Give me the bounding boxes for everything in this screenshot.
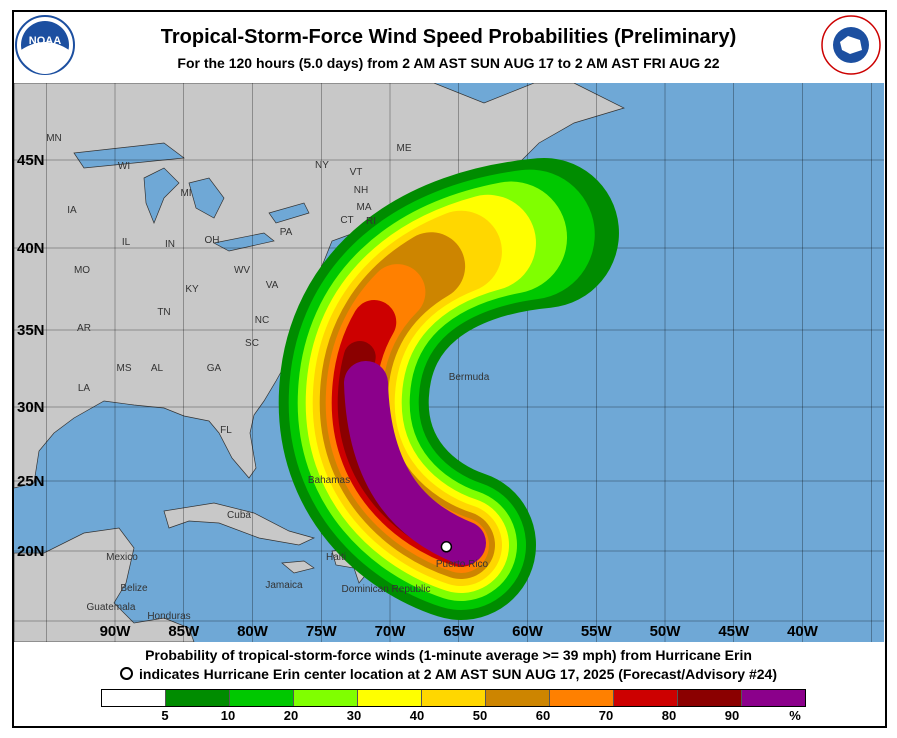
place-label: Haiti xyxy=(326,552,346,563)
state-label: MA xyxy=(357,202,372,213)
state-label: WV xyxy=(234,265,250,276)
figure-frame xyxy=(12,10,887,728)
noaa-logo: NOAA xyxy=(15,15,75,75)
color-swatch xyxy=(294,690,358,706)
state-label: NY xyxy=(315,160,329,171)
place-label: Bahamas xyxy=(308,475,350,486)
state-label: AL xyxy=(151,363,164,374)
longitude-label: 40W xyxy=(787,623,819,640)
longitude-label: 70W xyxy=(375,623,407,640)
state-label: PA xyxy=(280,227,293,238)
probability-map: MN WI MI IA IL IN OH PA NY VT NH ME MA CT RI MO KY WV VA TN… xyxy=(14,83,884,642)
state-label: NH xyxy=(354,185,368,196)
scale-tick-label: 70 xyxy=(598,708,614,723)
place-label: Mexico xyxy=(106,552,138,563)
place-label: Belize xyxy=(120,583,148,594)
latitude-label: 25N xyxy=(17,473,45,490)
longitude-label: 80W xyxy=(237,623,269,640)
place-label: Jamaica xyxy=(265,580,303,591)
color-swatch xyxy=(102,690,166,706)
place-label: Honduras xyxy=(147,611,190,622)
scale-tick-label: % xyxy=(789,708,801,723)
state-label: MN xyxy=(46,133,62,144)
scale-tick-label: 5 xyxy=(161,708,169,723)
longitude-label: 50W xyxy=(650,623,682,640)
scale-tick-label: 90 xyxy=(724,708,740,723)
scale-tick-label: 60 xyxy=(535,708,551,723)
caption-line-1: Probability of tropical-storm-force wind… xyxy=(145,647,752,663)
latitude-label: 40N xyxy=(17,240,45,257)
caption-line-2: indicates Hurricane Erin center location… xyxy=(0,666,897,682)
probability-swath xyxy=(278,158,619,620)
state-label: OH xyxy=(205,235,220,246)
scale-tick-label: 40 xyxy=(409,708,425,723)
color-swatch xyxy=(614,690,678,706)
scale-tick-label: 20 xyxy=(283,708,299,723)
latitude-label: 45N xyxy=(17,152,45,169)
scale-tick-label: 10 xyxy=(220,708,236,723)
state-label: IN xyxy=(165,239,175,250)
state-label: ME xyxy=(397,143,412,154)
caption-line-2-text: indicates Hurricane Erin center location… xyxy=(139,666,777,682)
longitude-label: 45W xyxy=(718,623,750,640)
probability-band xyxy=(344,361,486,565)
color-scale xyxy=(101,689,806,707)
state-label: AR xyxy=(77,323,91,334)
longitude-label: 90W xyxy=(100,623,132,640)
state-label: SC xyxy=(245,338,259,349)
state-label: VA xyxy=(266,280,279,291)
svg-text:NOAA: NOAA xyxy=(29,35,61,47)
color-swatch xyxy=(550,690,614,706)
color-swatch xyxy=(422,690,486,706)
state-label: IL xyxy=(122,237,131,248)
scale-tick-label: 50 xyxy=(472,708,488,723)
state-label: TN xyxy=(157,307,170,318)
state-label: VT xyxy=(350,167,363,178)
color-swatch xyxy=(230,690,294,706)
state-label: LA xyxy=(78,383,91,394)
map-subtitle: For the 120 hours (5.0 days) from 2 AM A… xyxy=(177,55,720,71)
longitude-label: 65W xyxy=(443,623,475,640)
color-swatch xyxy=(678,690,742,706)
place-label: Guatemala xyxy=(87,602,136,613)
state-label: FL xyxy=(220,425,232,436)
state-label: MI xyxy=(180,188,191,199)
color-swatch xyxy=(166,690,230,706)
latitude-label: 30N xyxy=(17,399,45,416)
state-label: GA xyxy=(207,363,222,374)
state-label: MO xyxy=(74,265,90,276)
state-label: MS xyxy=(117,363,132,374)
latitude-label: 20N xyxy=(17,543,45,560)
state-label: NC xyxy=(255,315,269,326)
storm-center-marker xyxy=(440,541,453,553)
scale-tick-label: 80 xyxy=(661,708,677,723)
nws-logo xyxy=(821,15,881,75)
place-label: Cuba xyxy=(227,510,251,521)
longitude-label: 85W xyxy=(168,623,200,640)
open-circle-icon xyxy=(120,667,133,680)
place-label: Dominican Republic xyxy=(342,584,431,595)
longitude-label: 60W xyxy=(512,623,544,640)
state-label: KY xyxy=(185,284,199,295)
longitude-label: 55W xyxy=(581,623,613,640)
color-swatch xyxy=(358,690,422,706)
longitude-label: 75W xyxy=(306,623,338,640)
color-swatch xyxy=(742,690,805,706)
state-label: IA xyxy=(67,205,77,216)
latitude-label: 35N xyxy=(17,322,45,339)
state-label: CT xyxy=(340,215,353,226)
place-label: Bermuda xyxy=(449,372,490,383)
color-swatch xyxy=(486,690,550,706)
map-title: Tropical-Storm-Force Wind Speed Probabil… xyxy=(160,26,737,48)
state-label: WI xyxy=(118,161,130,172)
place-label: Puerto Rico xyxy=(436,559,489,570)
state-label: RI xyxy=(366,216,376,227)
scale-tick-label: 30 xyxy=(346,708,362,723)
